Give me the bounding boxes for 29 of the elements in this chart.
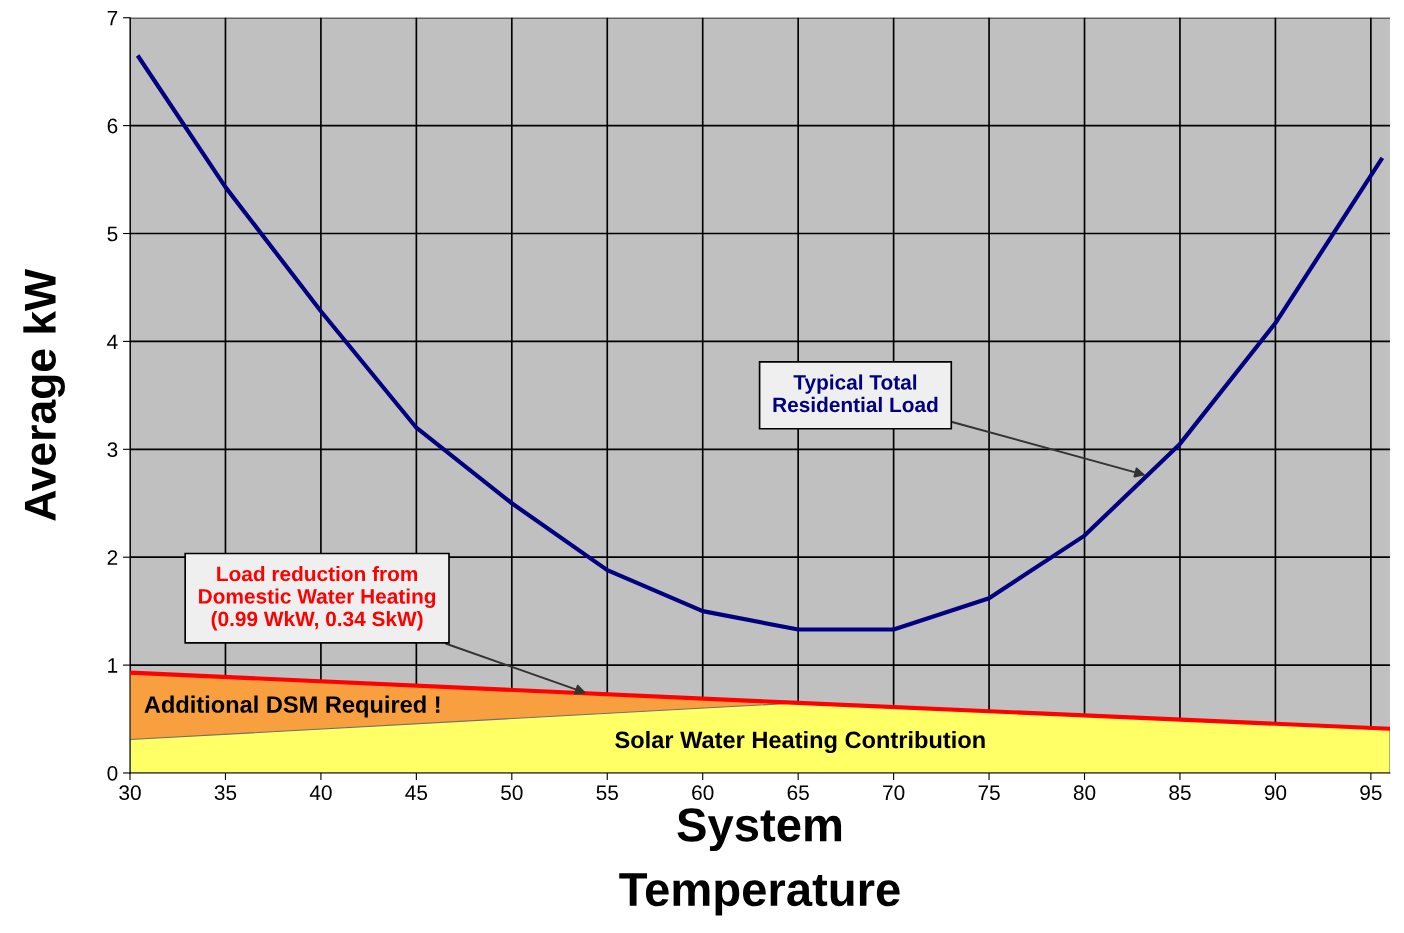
x-tick-label: 90 (1264, 785, 1287, 801)
x-tick-label: 55 (596, 785, 618, 801)
x-tick-label: 40 (309, 785, 332, 801)
x-tick-label: 65 (787, 785, 809, 801)
annotation: Load reduction from Domestic Water Heating (0.99 WkW, 0.34 SkW) (199, 566, 436, 631)
line-series (135, 53, 1385, 632)
y-tick-label: 2 (107, 550, 118, 565)
annotation: Typical Total Residential Load (773, 374, 938, 413)
y-tick-label: 3 (107, 442, 118, 458)
x-tick-label: 50 (501, 785, 523, 801)
x-tick-label: 35 (214, 785, 237, 801)
y-axis-title: Average kW (23, 269, 65, 521)
x-tick-label: 95 (1360, 785, 1382, 801)
x-axis-title: System Temperature (619, 808, 900, 916)
y-tick-label: 7 (107, 10, 118, 26)
annotation: Additional DSM Required ! (144, 695, 440, 718)
x-tick-label: 30 (119, 785, 141, 801)
x-tick-label: 80 (1073, 785, 1096, 801)
x-tick-label: 75 (978, 785, 1000, 801)
y-tick-label: 1 (108, 658, 118, 673)
y-tick-label: 0 (107, 765, 118, 781)
x-tick-label: 45 (405, 785, 428, 801)
y-tick-label: 4 (107, 334, 118, 349)
y-tick-label: 6 (107, 118, 118, 134)
x-tick-label: 85 (1169, 785, 1191, 801)
x-tick-label: 60 (692, 785, 714, 801)
x-tick-label: 70 (883, 785, 905, 801)
annotation: Solar Water Heating Contribution (615, 730, 985, 754)
y-tick-label: 5 (107, 226, 118, 242)
